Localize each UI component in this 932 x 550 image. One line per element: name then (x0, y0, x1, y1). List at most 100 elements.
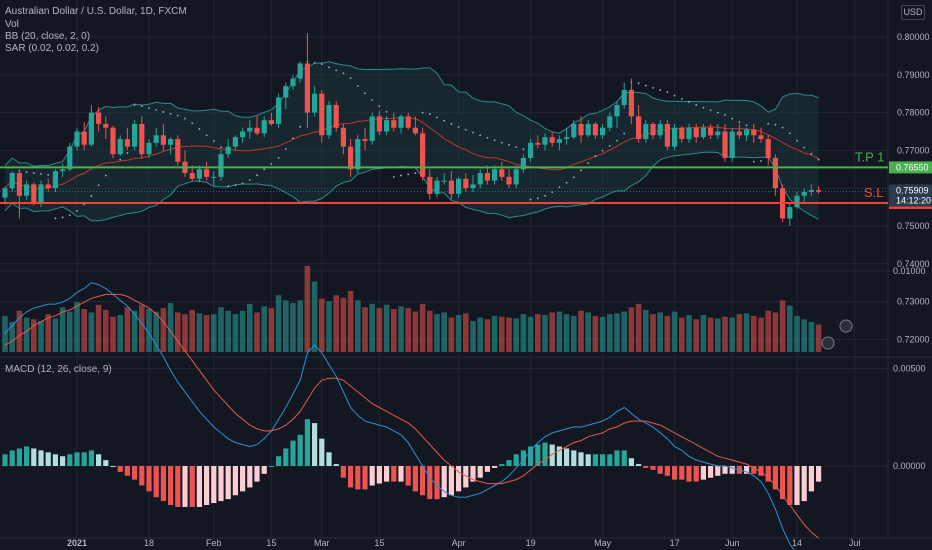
volume-bar (455, 315, 462, 352)
sar-dot (644, 84, 647, 87)
candle-body (81, 131, 87, 145)
horizontal-lines[interactable]: T.P 1 S.L (0, 149, 888, 204)
sar-dot (248, 179, 251, 181)
candle-body (38, 184, 44, 204)
candle-body (225, 146, 231, 155)
candle-body (484, 173, 490, 181)
candle-body (816, 190, 822, 192)
macd-histogram-bar (211, 466, 217, 504)
macd-histogram-bar (751, 466, 757, 474)
candle-body (520, 157, 526, 170)
indicator-icons[interactable] (821, 319, 853, 350)
volume-bar (131, 310, 138, 352)
volume-bar (203, 315, 210, 352)
macd-histogram-bar (88, 450, 94, 466)
sar-dot (594, 155, 597, 158)
volume-bar (81, 309, 87, 352)
sar-dot (515, 146, 518, 149)
sar-dot (90, 195, 93, 197)
macd-histogram-bar (160, 466, 166, 502)
volume-bar (326, 301, 332, 352)
sar-dot (335, 69, 338, 72)
candle-body (700, 127, 706, 138)
macd-histogram-bar (96, 454, 102, 466)
sar-dot (54, 217, 57, 220)
volume-bar (405, 308, 411, 352)
candle-body (578, 123, 584, 136)
sar-dot (378, 105, 381, 108)
volume-bar (218, 307, 224, 352)
macd-histogram-bar (340, 466, 346, 478)
volume-bar (700, 315, 707, 352)
macd-histogram-bar (117, 466, 123, 472)
macd-histogram-bar (528, 446, 534, 466)
macd-histogram-bar (434, 466, 440, 500)
sar-dot (371, 99, 374, 101)
sar-dot (781, 126, 784, 129)
volume-bar (607, 314, 613, 352)
sar-dot (623, 132, 626, 135)
sar-dot (673, 94, 676, 97)
macd-histogram-bar (499, 464, 505, 466)
volume-bar (614, 313, 620, 352)
candle-body (470, 184, 476, 189)
volume-bar (707, 317, 714, 352)
time-tick-label: 17 (670, 538, 680, 548)
candlesticks[interactable] (2, 33, 822, 226)
candle-body (477, 173, 483, 185)
time-axis[interactable]: 2021 18 Feb 15 Mar 15 Apr 19 May 17 Jun 14 Jul (67, 538, 860, 548)
sar-dot (32, 172, 35, 174)
volume-bar (290, 302, 296, 352)
macd-tick-label: 0.00000 (893, 461, 926, 471)
macd-legend: MACD (12, 26, close, 9) (5, 364, 112, 375)
volume-bar (74, 302, 80, 352)
macd-histogram-bar (643, 466, 649, 468)
sar-dot (392, 175, 395, 178)
macd-histogram-bar (355, 466, 361, 490)
volume-bar (88, 312, 95, 352)
macd-histogram-bar (369, 466, 375, 486)
macd-histogram-bar (412, 466, 418, 492)
candle-body (600, 127, 606, 136)
sar-dot (702, 106, 705, 109)
volume-bar (283, 300, 289, 352)
volume-bar (412, 311, 419, 352)
volume-bar (383, 304, 390, 352)
volume-bar (743, 313, 750, 352)
sar-dot (608, 145, 611, 147)
price-tick-label: 0.78000 (897, 108, 930, 118)
candle-body (787, 207, 793, 219)
macd-histogram-bar (535, 444, 541, 466)
volume-bar (527, 316, 534, 352)
candle-body (52, 171, 58, 189)
macd-histogram-bar (729, 466, 735, 474)
volume-bar (2, 315, 8, 352)
bb-legend: BB (20, close, 2, 0) (5, 31, 91, 42)
price-tick-label: 0.74000 (897, 259, 930, 269)
macd-histogram-bar (261, 466, 267, 474)
sar-dot (752, 160, 755, 163)
volume-bar (599, 316, 606, 352)
sar-dot (385, 110, 388, 113)
candle-body (391, 120, 397, 128)
sar-dot (558, 186, 561, 189)
volume-bar (491, 315, 498, 352)
macd-tick-label: 0.01000 (893, 266, 926, 276)
candle-body (441, 180, 447, 182)
volume-bar (787, 305, 793, 352)
sar-dot (400, 174, 402, 177)
event-icon (821, 336, 835, 350)
sar-legend: SAR (0.02, 0.02, 0.2) (5, 43, 99, 54)
volume-bar (196, 313, 203, 352)
candle-body (715, 131, 721, 136)
macd-histogram-bar (247, 466, 253, 488)
volume-bar (362, 307, 368, 352)
candle-body (45, 184, 51, 189)
volume-legend: Vol (5, 19, 19, 30)
macd-histogram-bar (283, 448, 289, 466)
sar-dot (464, 128, 467, 131)
candle-body (679, 127, 685, 140)
time-tick-label: Jun (725, 538, 740, 548)
currency-badge[interactable]: USD (901, 5, 925, 20)
